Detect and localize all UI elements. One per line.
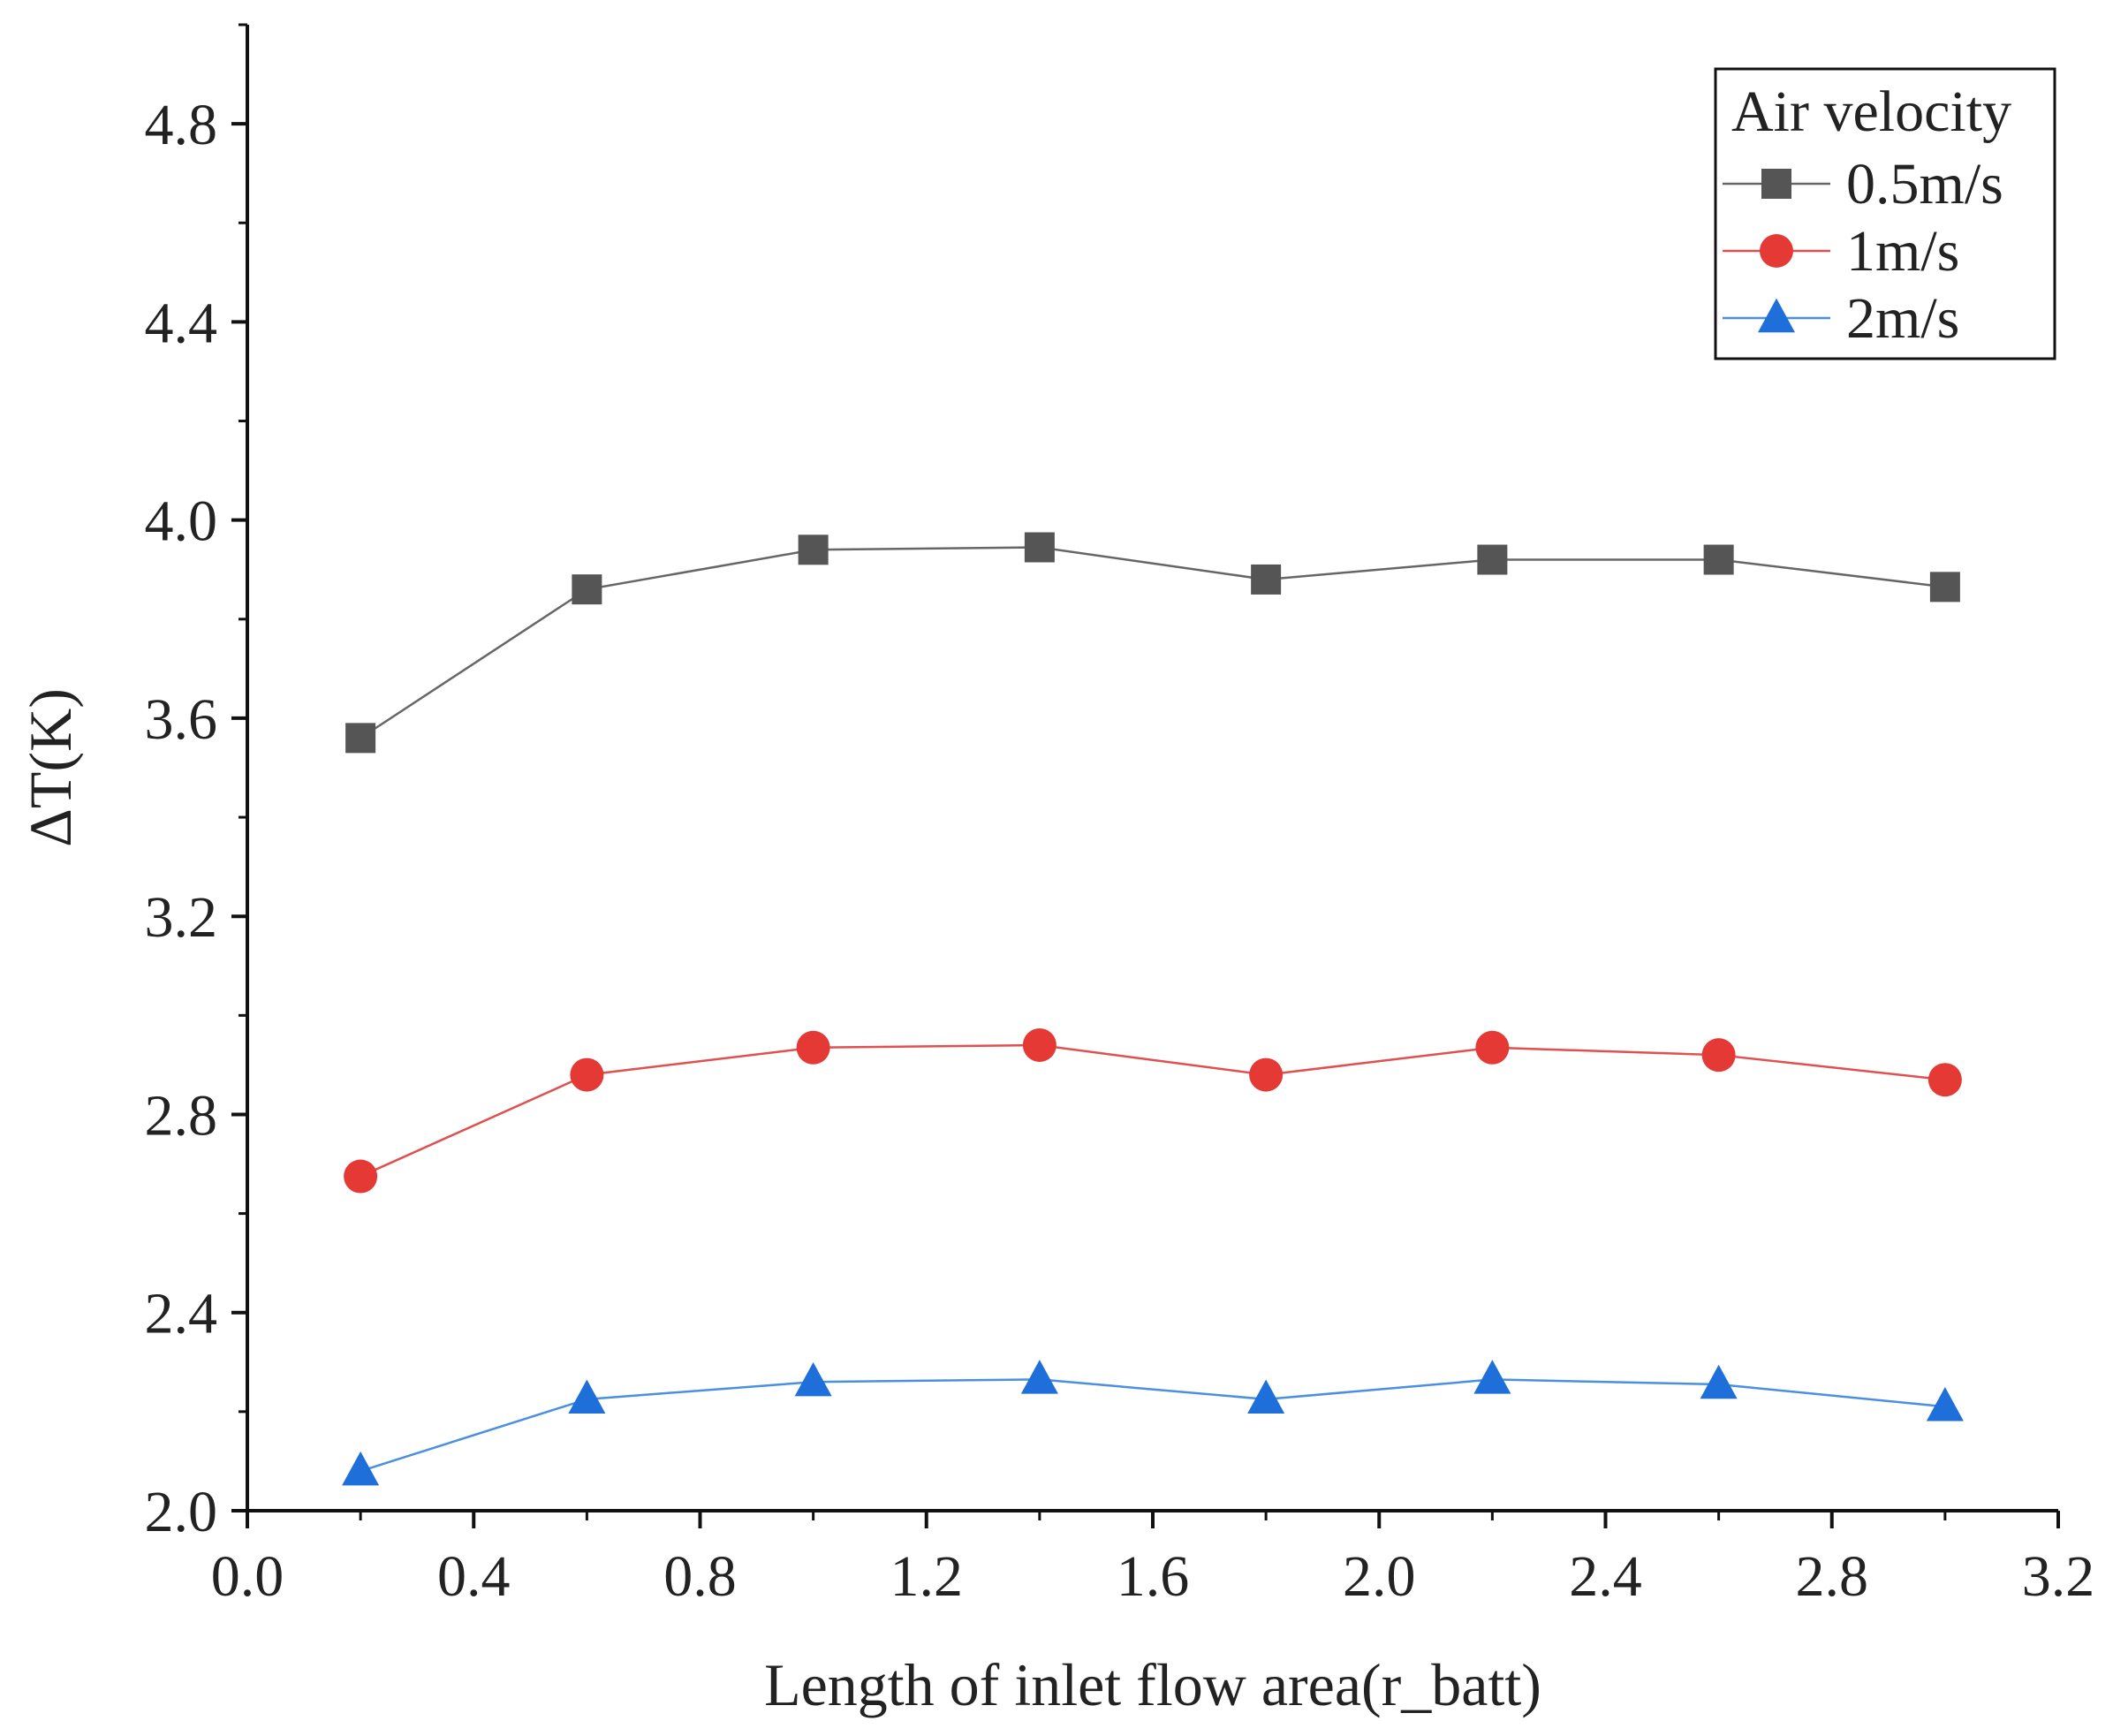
x-tick-label: 0.4 <box>437 1544 511 1609</box>
data-point <box>1247 1379 1285 1414</box>
series-layer <box>342 532 1964 1486</box>
legend-entries: 0.5m/s1m/s2m/s <box>1723 152 2003 351</box>
data-point <box>1020 1360 1058 1394</box>
y-tick-label: 4.8 <box>145 93 218 157</box>
legend-label: 0.5m/s <box>1846 152 2003 216</box>
data-point <box>345 723 376 754</box>
data-point <box>798 534 829 565</box>
x-tick-label: 1.2 <box>890 1544 964 1609</box>
legend-label: 2m/s <box>1846 286 1959 351</box>
series-0.5m/s <box>345 532 1960 754</box>
legend-title: Air velocity <box>1731 80 2011 144</box>
data-point <box>796 1030 830 1065</box>
data-point <box>572 574 602 605</box>
x-axis-title: Length of inlet flow area(r_batt) <box>764 1651 1541 1718</box>
data-point <box>1251 564 1282 595</box>
legend-entry: 2m/s <box>1723 286 1959 351</box>
x-tick-label: 0.8 <box>663 1544 737 1609</box>
legend-label: 1m/s <box>1846 219 1959 284</box>
data-point <box>342 1451 380 1486</box>
legend-marker <box>1758 298 1795 333</box>
data-point <box>1473 1360 1511 1394</box>
y-axis-title: ΔT(K) <box>17 688 84 847</box>
series-line <box>360 1043 1946 1178</box>
data-point <box>1700 1364 1738 1399</box>
y-tick-label: 2.4 <box>145 1282 218 1346</box>
x-tick-label: 2.0 <box>1343 1544 1416 1609</box>
y-tick-label: 2.8 <box>145 1083 218 1148</box>
series-1m/s <box>344 1027 1962 1194</box>
series-line <box>360 1378 1945 1473</box>
legend: Air velocity 0.5m/s1m/s2m/s <box>1714 67 2056 360</box>
data-point <box>344 1159 378 1194</box>
x-tick-label: 2.4 <box>1569 1544 1642 1609</box>
legend-marker <box>1760 234 1793 268</box>
data-point <box>1475 1030 1510 1065</box>
data-point <box>570 1058 604 1092</box>
legend-entry: 0.5m/s <box>1723 152 2003 216</box>
y-tick-label: 4.4 <box>145 291 218 355</box>
data-point <box>568 1379 606 1414</box>
x-tick-label: 1.6 <box>1117 1544 1190 1609</box>
data-point <box>1024 532 1055 563</box>
data-point <box>1703 544 1734 575</box>
y-tick-label: 2.0 <box>145 1480 218 1544</box>
x-tick-label: 0.0 <box>211 1544 284 1609</box>
y-tick-label: 3.6 <box>145 687 218 752</box>
y-tick-label: 4.0 <box>145 489 218 554</box>
data-point <box>1927 1063 1962 1097</box>
data-point <box>1249 1058 1284 1092</box>
data-point <box>1926 1386 1964 1421</box>
x-tick-label: 3.2 <box>2022 1544 2095 1609</box>
legend-entry: 1m/s <box>1723 219 1959 284</box>
y-ticks: 2.0 2.4 2.8 3.2 3.6 4.0 4.4 4.8 <box>145 23 247 1544</box>
y-tick-label: 3.2 <box>145 885 218 950</box>
series-2m/s <box>342 1360 1964 1486</box>
data-point <box>1929 572 1960 603</box>
x-ticks: 0.0 0.4 0.8 1.2 1.6 2.0 2.4 2.8 3.2 <box>211 1511 2095 1609</box>
x-tick-label: 2.8 <box>1796 1544 1869 1609</box>
data-point <box>1701 1038 1736 1073</box>
data-point <box>1022 1027 1056 1062</box>
data-point <box>794 1361 832 1397</box>
series-line <box>360 546 1946 739</box>
legend-marker <box>1761 169 1791 199</box>
data-point <box>1477 544 1508 575</box>
